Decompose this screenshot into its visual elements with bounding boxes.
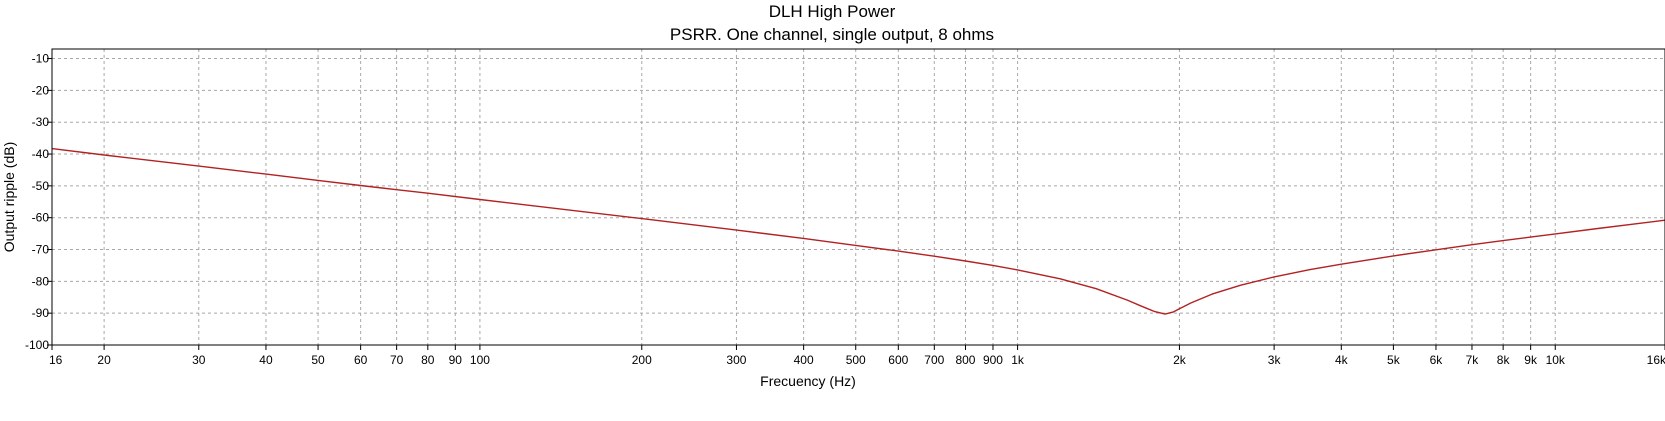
x-tick-label: 60 <box>354 353 368 367</box>
x-tick-label: 80 <box>421 353 435 367</box>
series-line <box>51 147 1665 315</box>
x-tick-label: 6k <box>1430 353 1444 367</box>
plot-frame <box>51 48 1665 346</box>
x-tick-label: 300 <box>726 353 746 367</box>
grid-lines <box>52 49 1665 345</box>
x-tick-label: 40 <box>259 353 273 367</box>
x-tick-label: 10k <box>1546 353 1566 367</box>
y-tick-label: -70 <box>32 243 50 257</box>
x-tick-label: 30 <box>192 353 206 367</box>
y-tick-label: -30 <box>32 115 50 129</box>
x-tick-label: 900 <box>983 353 1003 367</box>
x-tick-label: 1k <box>1011 353 1025 367</box>
x-tick-label: 7k <box>1466 353 1480 367</box>
chart-title: DLH High Power <box>769 2 896 21</box>
x-tick-label: 16k <box>1647 353 1665 367</box>
x-tick-label: 2k <box>1173 353 1187 367</box>
series-group <box>51 147 1665 315</box>
y-tick-label: -100 <box>25 338 49 352</box>
y-tick-label: -10 <box>32 52 50 66</box>
x-tick-label: 16 <box>49 353 63 367</box>
x-tick-label: 400 <box>794 353 814 367</box>
x-tick-label: 200 <box>632 353 652 367</box>
x-tick-label: 600 <box>888 353 908 367</box>
x-tick-label: 800 <box>955 353 975 367</box>
x-tick-label: 4k <box>1335 353 1349 367</box>
y-tick-label: -50 <box>32 179 50 193</box>
x-tick-label: 9k <box>1524 353 1538 367</box>
x-tick-label: 5k <box>1387 353 1401 367</box>
x-tick-label: 8k <box>1497 353 1511 367</box>
x-tick-label: 500 <box>846 353 866 367</box>
x-axis-label: Frecuency (Hz) <box>760 373 856 389</box>
chart-subtitle: PSRR. One channel, single output, 8 ohms <box>670 25 994 44</box>
y-axis-ticks: -10 -20 -30 -40 -50 -60 -70 -80 -90 -100 <box>25 52 52 352</box>
y-tick-label: -60 <box>32 211 50 225</box>
y-tick-label: -80 <box>32 274 50 288</box>
x-tick-label: 700 <box>924 353 944 367</box>
y-axis-label: Output ripple (dB) <box>1 142 17 253</box>
x-tick-label: 100 <box>470 353 490 367</box>
x-tick-label: 90 <box>449 353 463 367</box>
x-tick-label: 50 <box>311 353 325 367</box>
x-tick-label: 20 <box>97 353 111 367</box>
y-tick-label: -40 <box>32 147 50 161</box>
x-axis-ticks: 16 20 30 40 50 60 70 80 90 100 200 300 400 500 600 700 8… <box>49 345 1665 367</box>
x-tick-label: 70 <box>390 353 404 367</box>
y-tick-label: -90 <box>32 306 50 320</box>
y-tick-label: -20 <box>32 83 50 97</box>
x-tick-label: 3k <box>1268 353 1282 367</box>
